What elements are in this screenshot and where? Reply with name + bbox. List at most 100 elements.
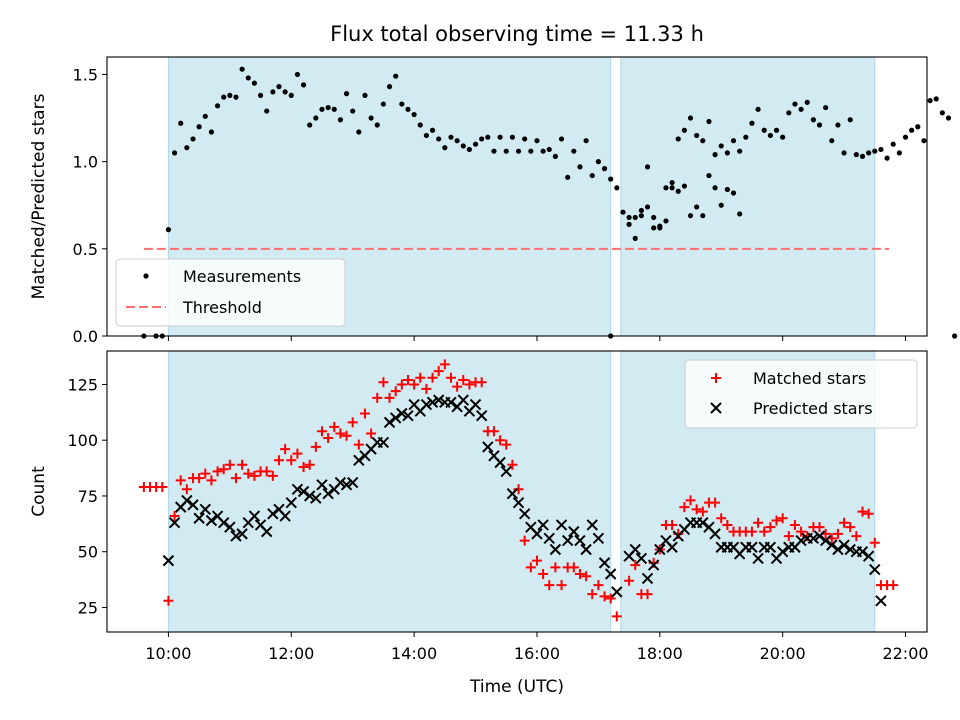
matched-point (476, 377, 487, 388)
matched-point (716, 513, 727, 524)
predicted-point (709, 528, 721, 540)
measurement-point (608, 176, 614, 182)
y-axis-label: Matched/Predicted stars (29, 93, 49, 299)
matched-point (415, 372, 426, 383)
predicted-point (168, 517, 181, 529)
measurement-point (694, 204, 700, 210)
measurement-point (270, 89, 276, 95)
y-tick-label: 0.0 (73, 327, 98, 346)
series-x (162, 394, 887, 607)
measurement-point (307, 122, 313, 128)
matched-point (157, 482, 168, 493)
measurement-point (902, 134, 909, 140)
axes-frame (106, 56, 928, 337)
measurement-point (448, 134, 454, 140)
measurement-point (264, 108, 270, 114)
matched-point (519, 535, 530, 546)
matched-point (746, 526, 757, 537)
measurement-point (540, 148, 546, 154)
matched-point (286, 455, 297, 466)
predicted-point (764, 541, 777, 553)
matched-point (507, 459, 518, 470)
measurement-point (233, 94, 239, 100)
matched-point (789, 519, 800, 530)
measurement-point (816, 122, 823, 128)
legend-label: Measurements (183, 267, 301, 286)
predicted-point (561, 534, 574, 547)
matched-point (439, 359, 450, 370)
measurement-point (737, 148, 743, 154)
predicted-point (248, 510, 261, 522)
matched-point (783, 531, 794, 542)
y-tick-label: 25 (78, 598, 98, 617)
predicted-point (629, 543, 641, 556)
legend: Measurements Threshold (115, 258, 346, 327)
predicted-point (574, 534, 586, 547)
predicted-point (838, 539, 850, 551)
measurement-point (319, 106, 325, 112)
measurement-point (657, 223, 663, 229)
measurement-point (872, 148, 878, 154)
measurement-point (933, 96, 939, 102)
predicted-point (224, 521, 236, 533)
matched-point (556, 580, 567, 591)
predicted-point (236, 528, 248, 540)
matched-point (581, 571, 592, 582)
measurement-point (300, 82, 307, 88)
bottom-panel: 25 50 75 100 125 10:00 12:00 14:00 16:00 18:00 20:… (29, 350, 929, 663)
predicted-point (697, 517, 709, 529)
y-tick-label: 75 (78, 487, 98, 506)
predicted-point (316, 479, 328, 491)
matched-point (249, 470, 260, 481)
x-tick-label: 22:00 (882, 644, 928, 663)
predicted-point (776, 546, 789, 558)
predicted-point (844, 543, 856, 556)
measurement-point (171, 150, 178, 156)
series-plus (138, 359, 899, 622)
measurement-point (706, 118, 712, 125)
measurement-point (393, 73, 399, 79)
matched-point (753, 517, 764, 528)
predicted-point (353, 454, 365, 466)
predicted-point (475, 409, 488, 422)
predicted-point (654, 543, 666, 556)
predicted-point (162, 554, 175, 567)
matched-point (464, 379, 475, 390)
measurement-point (823, 104, 829, 111)
measurement-point (595, 159, 601, 165)
matched-point (544, 580, 555, 591)
measurement-point (859, 153, 866, 159)
measurement-point (786, 110, 792, 116)
predicted-point (346, 476, 359, 489)
matched-point (409, 379, 420, 390)
measurement-point (356, 129, 362, 135)
measurement-point (552, 153, 558, 159)
predicted-point (813, 530, 826, 542)
measurement-point (663, 185, 669, 191)
matched-point (237, 459, 248, 470)
y-axis-label: Count (29, 466, 49, 517)
measurement-point (245, 75, 251, 81)
matched-point (421, 383, 432, 394)
measurement-point (644, 204, 651, 210)
matched-point (796, 526, 807, 537)
matched-point (765, 522, 776, 533)
measurement-point (712, 185, 718, 191)
measurement-point (190, 136, 196, 142)
measurement-point (718, 143, 724, 149)
matched-point (869, 537, 880, 548)
measurement-point (221, 94, 227, 100)
measurement-point (227, 92, 233, 98)
chart-title: Flux total observing time = 11.33 h (330, 22, 704, 46)
x-axis-label: Time (UTC) (469, 677, 564, 697)
measurement-point (632, 235, 638, 241)
measurement-point (669, 179, 675, 186)
measurement-point (798, 106, 804, 112)
measurement-point (178, 120, 184, 126)
predicted-point (531, 528, 543, 540)
matched-point (863, 508, 874, 519)
matched-point (845, 522, 856, 533)
predicted-point (279, 510, 291, 522)
measurement-point (651, 214, 657, 221)
measurement-point (614, 185, 620, 191)
